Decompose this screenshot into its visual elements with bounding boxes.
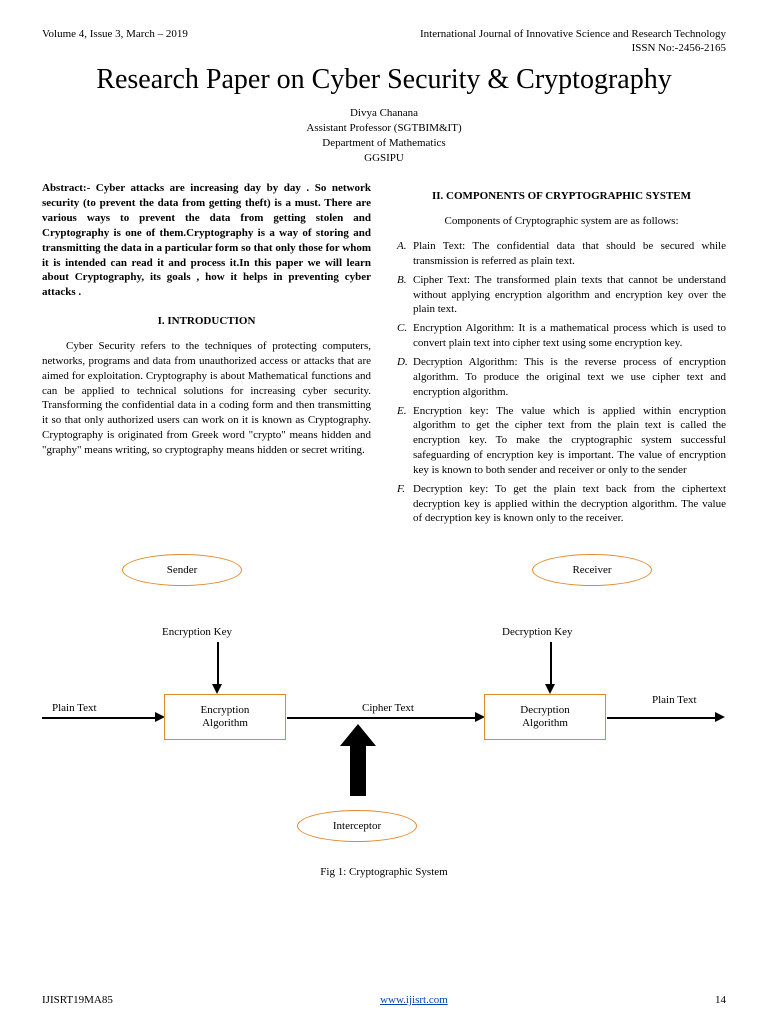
body-columns: Abstract:- Cyber attacks are increasing … [42,181,726,530]
abstract: Abstract:- Cyber attacks are increasing … [42,181,371,300]
header-left: Volume 4, Issue 3, March – 2019 [42,28,188,40]
flow-line-2 [287,717,477,719]
plain-text-label-right: Plain Text [652,694,697,706]
left-column: Abstract:- Cyber attacks are increasing … [42,181,371,530]
plain-text-label-left: Plain Text [52,702,97,714]
dec-key-label: Decryption Key [502,626,573,638]
dec-key-arrow-head [545,684,555,694]
page-number: 14 [715,994,726,1006]
author-inst: GGSIPU [42,151,726,166]
paper-title: Research Paper on Cyber Security & Crypt… [42,64,726,96]
issn-number: ISSN No:-2456-2165 [42,42,726,54]
page-header: Volume 4, Issue 3, March – 2019 Internat… [42,28,726,40]
list-item: E.Encryption key: The value which is app… [397,404,726,478]
section1-heading: I. INTRODUCTION [42,314,371,329]
header-right: International Journal of Innovative Scie… [420,28,726,40]
sender-node: Sender [122,554,242,586]
enc-key-arrow-head [212,684,222,694]
list-item: B.Cipher Text: The transformed plain tex… [397,273,726,318]
flow-arrow-3 [715,712,725,722]
author-role: Assistant Professor (SGTBIM&IT) [42,121,726,136]
page-footer: IJISRT19MA85 www.ijisrt.com 14 [42,994,726,1006]
figure-caption: Fig 1: Cryptographic System [42,866,726,878]
flow-line-1 [42,717,157,719]
intro-text: Cyber Security refers to the techniques … [42,339,371,458]
enc-key-arrow-line [217,642,219,686]
diagram: Sender Receiver Encryption Key Decryptio… [42,554,726,864]
list-item: F.Decryption key: To get the plain text … [397,482,726,527]
right-column: II. COMPONENTS OF CRYPTOGRAPHIC SYSTEM C… [397,181,726,530]
interceptor-node: Interceptor [297,810,417,842]
list-item: D.Decryption Algorithm: This is the reve… [397,355,726,400]
receiver-node: Receiver [532,554,652,586]
section2-heading: II. COMPONENTS OF CRYPTOGRAPHIC SYSTEM [397,189,726,204]
cipher-text-label: Cipher Text [362,702,414,714]
dec-key-arrow-line [550,642,552,686]
flow-line-3 [607,717,717,719]
footer-link: www.ijisrt.com [380,994,448,1006]
components-list: A.Plain Text: The confidential data that… [397,239,726,526]
footer-id: IJISRT19MA85 [42,994,113,1006]
components-lead: Components of Cryptographic system are a… [397,214,726,229]
author-name: Divya Chanana [42,106,726,121]
author-block: Divya Chanana Assistant Professor (SGTBI… [42,106,726,165]
list-item: A.Plain Text: The confidential data that… [397,239,726,269]
author-dept: Department of Mathematics [42,136,726,151]
enc-key-label: Encryption Key [162,626,232,638]
list-item: C.Encryption Algorithm: It is a mathemat… [397,321,726,351]
decryption-box: DecryptionAlgorithm [484,694,606,740]
encryption-box: EncryptionAlgorithm [164,694,286,740]
